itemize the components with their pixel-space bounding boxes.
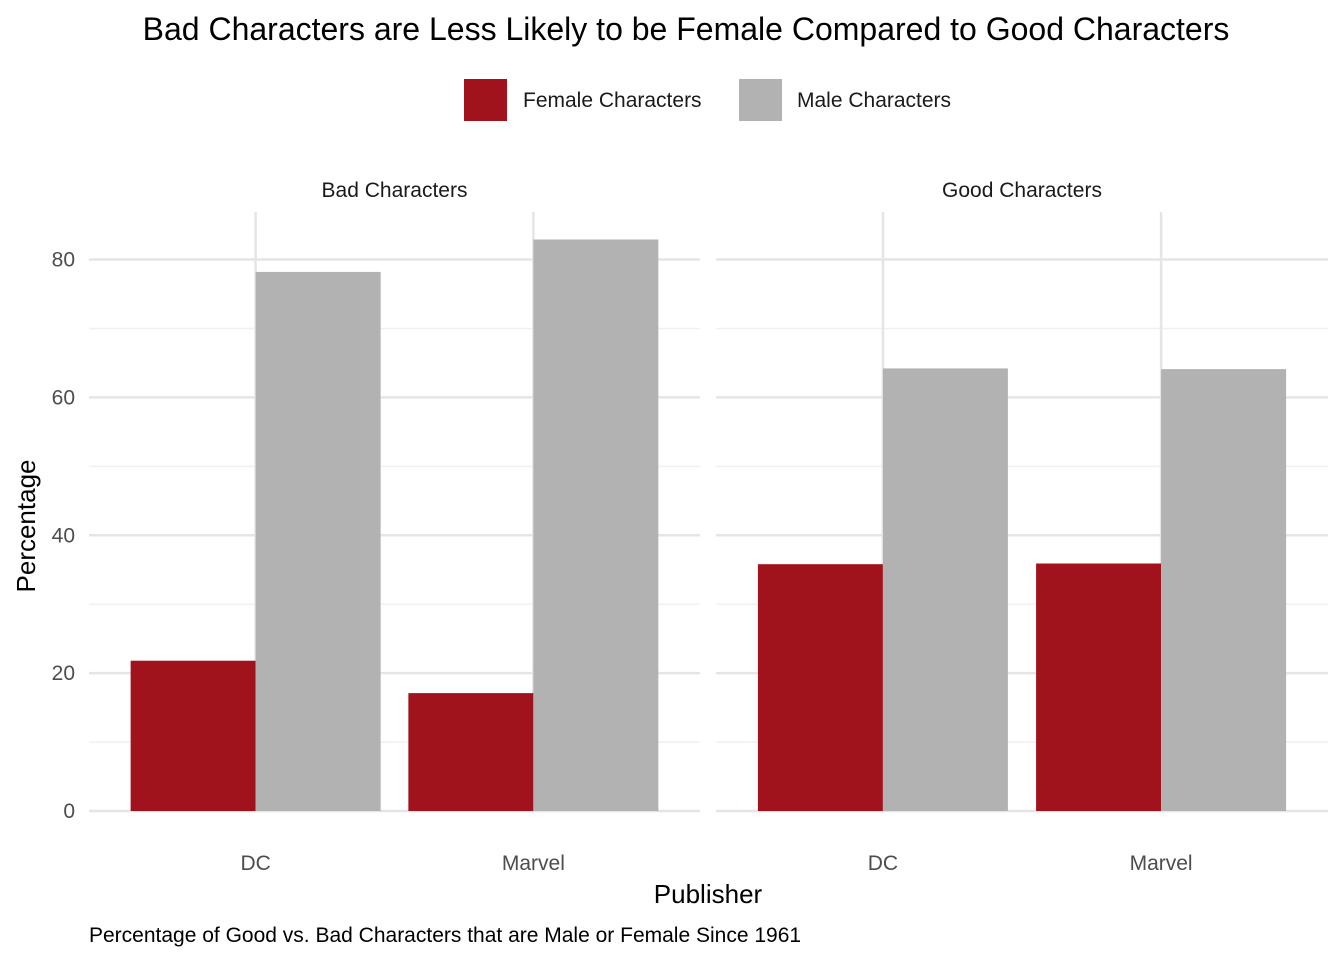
x-tick-label-1-0: DC [868, 852, 898, 875]
y-axis-title: Percentage [11, 460, 41, 593]
bar-bad-characters-dc-female [130, 660, 256, 811]
legend-label-male: Male Characters [797, 89, 951, 112]
legend-swatch-female [464, 79, 507, 121]
bar-good-characters-marvel-female [1036, 563, 1162, 811]
y-tick-label-4: 80 [52, 249, 75, 272]
y-tick-label-0: 0 [63, 800, 75, 823]
y-tick-label-2: 40 [52, 524, 75, 547]
bar-good-characters-dc-female [757, 564, 883, 811]
bar-bad-characters-marvel-female [408, 693, 534, 811]
x-tick-label-1-1: Marvel [1130, 852, 1193, 875]
x-tick-label-0-0: DC [240, 852, 270, 875]
legend-label-female: Female Characters [523, 89, 702, 112]
facet-label-0: Bad Characters [322, 179, 468, 202]
facet-label-1: Good Characters [942, 179, 1102, 202]
x-tick-label-0-1: Marvel [502, 852, 565, 875]
bar-good-characters-marvel-male [1161, 369, 1287, 811]
chart-caption: Percentage of Good vs. Bad Characters th… [89, 924, 801, 947]
bar-bad-characters-marvel-male [533, 239, 659, 811]
bar-bad-characters-dc-male [255, 271, 381, 811]
legend: Female Characters Male Characters [464, 79, 951, 121]
bar-good-characters-dc-male [882, 368, 1008, 811]
chart-title: Bad Characters are Less Likely to be Fem… [143, 11, 1230, 47]
x-axis-title: Publisher [654, 879, 763, 909]
y-tick-label-3: 60 [52, 386, 75, 409]
legend-swatch-male [739, 79, 782, 121]
y-tick-label-1: 20 [52, 662, 75, 685]
plot-area: 0 20 40 60 80 Bad Characters DC Marvel Good Char… [52, 179, 1328, 875]
